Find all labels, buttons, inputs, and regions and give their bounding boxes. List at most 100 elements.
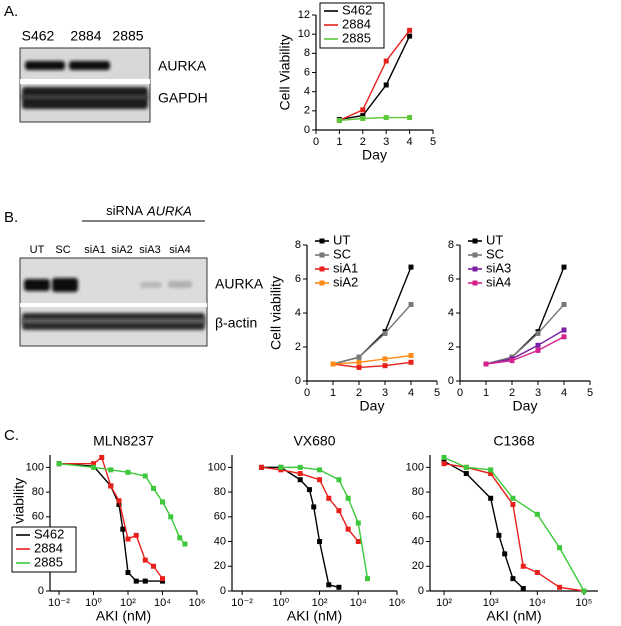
lane-label: siA1	[84, 244, 105, 256]
legend-label: siA1	[333, 260, 358, 275]
chart-title: VX680	[293, 433, 335, 449]
legend-marker	[472, 252, 478, 258]
y-tick-label: 2	[448, 341, 454, 353]
x-tick-label: 3	[382, 387, 388, 399]
data-point	[116, 498, 122, 504]
series-line	[261, 466, 340, 588]
data-point	[133, 578, 139, 584]
data-point	[326, 495, 332, 501]
data-point	[561, 302, 567, 307]
y-tick-label: 4	[295, 307, 301, 319]
data-point	[336, 508, 342, 514]
data-point	[116, 501, 122, 507]
data-point	[534, 511, 540, 517]
data-point	[561, 264, 567, 270]
legend-label: SC	[333, 246, 351, 261]
series-line	[485, 329, 565, 365]
y-axis-label: Cell viability	[268, 276, 284, 350]
series-line	[339, 35, 411, 121]
x-tick-label: 4	[408, 387, 414, 399]
x-tick-label: 5	[430, 136, 436, 148]
x-tick-label: 10⁰	[85, 597, 102, 609]
data-point	[108, 467, 114, 473]
legend-label: siA4	[486, 274, 511, 289]
lane-label: UT	[30, 244, 45, 256]
x-tick-label: 10²	[436, 597, 452, 609]
series-line	[332, 304, 412, 365]
data-point	[168, 514, 174, 520]
data-point	[441, 454, 447, 460]
data-point	[297, 477, 303, 483]
data-point	[488, 471, 494, 477]
series-line	[332, 354, 412, 365]
data-point	[488, 495, 494, 501]
x-tick-label: 10⁴	[154, 597, 171, 609]
y-tick-label: 60	[214, 511, 226, 523]
data-point	[91, 464, 97, 470]
series-line	[261, 466, 359, 542]
data-point	[561, 334, 567, 340]
data-point	[317, 539, 323, 545]
data-point	[150, 485, 156, 491]
y-tick-label: 6	[304, 66, 310, 78]
data-point	[142, 557, 148, 563]
data-point	[581, 588, 587, 594]
legend-label: UT	[486, 232, 503, 247]
legend-label: S462	[342, 2, 372, 17]
data-point	[125, 536, 131, 542]
y-tick-label: 0	[220, 585, 226, 597]
y-tick-label: 100	[208, 461, 226, 473]
legend-label: S462	[34, 526, 64, 541]
legend-label: 2885	[342, 30, 371, 45]
data-point	[510, 576, 516, 582]
data-point	[383, 115, 389, 121]
x-tick-label: 10⁻²	[48, 597, 70, 609]
data-point	[483, 361, 489, 367]
row-label: AURKA	[158, 58, 207, 74]
data-point	[510, 495, 516, 501]
data-point	[382, 330, 388, 336]
y-tick-label: 100	[26, 461, 44, 473]
y-tick-label: 6	[295, 273, 301, 285]
data-point	[177, 535, 183, 541]
data-point	[356, 354, 362, 360]
data-point	[345, 526, 351, 532]
data-point	[509, 358, 515, 364]
lane-label: siA3	[139, 244, 160, 256]
legend-label: siA3	[486, 260, 511, 275]
x-tick-label: 1	[336, 136, 342, 148]
data-point	[330, 361, 336, 367]
data-point	[382, 363, 388, 369]
data-point	[365, 576, 371, 582]
x-axis-label: Day	[513, 398, 538, 414]
data-point	[311, 504, 317, 510]
x-tick-label: 10⁵	[576, 597, 593, 609]
series-line	[339, 116, 410, 122]
data-point	[99, 454, 105, 460]
data-point	[407, 33, 413, 39]
group-gene: AURKA	[146, 203, 192, 218]
row-label: GAPDH	[158, 90, 208, 106]
legend-marker	[472, 266, 478, 272]
x-tick-label: 2	[509, 387, 515, 399]
legend-label: 2884	[342, 16, 371, 31]
data-point	[355, 520, 361, 526]
data-point	[441, 461, 447, 467]
data-point	[336, 584, 342, 590]
legend-label: siA2	[333, 274, 358, 289]
lane-label: SC	[55, 244, 70, 256]
x-tick-label: 2	[360, 136, 366, 148]
data-point	[182, 541, 188, 547]
data-point	[383, 82, 389, 88]
x-tick-label: 0	[457, 387, 463, 399]
data-point	[160, 576, 166, 582]
legend-marker	[472, 238, 478, 244]
data-point	[520, 586, 526, 592]
data-point	[360, 116, 366, 121]
data-point	[258, 464, 264, 470]
data-point	[56, 461, 62, 467]
y-tick-label: 12	[298, 9, 310, 21]
y-tick-label: 80	[214, 486, 226, 498]
series-line	[443, 460, 524, 590]
data-point	[534, 569, 540, 575]
